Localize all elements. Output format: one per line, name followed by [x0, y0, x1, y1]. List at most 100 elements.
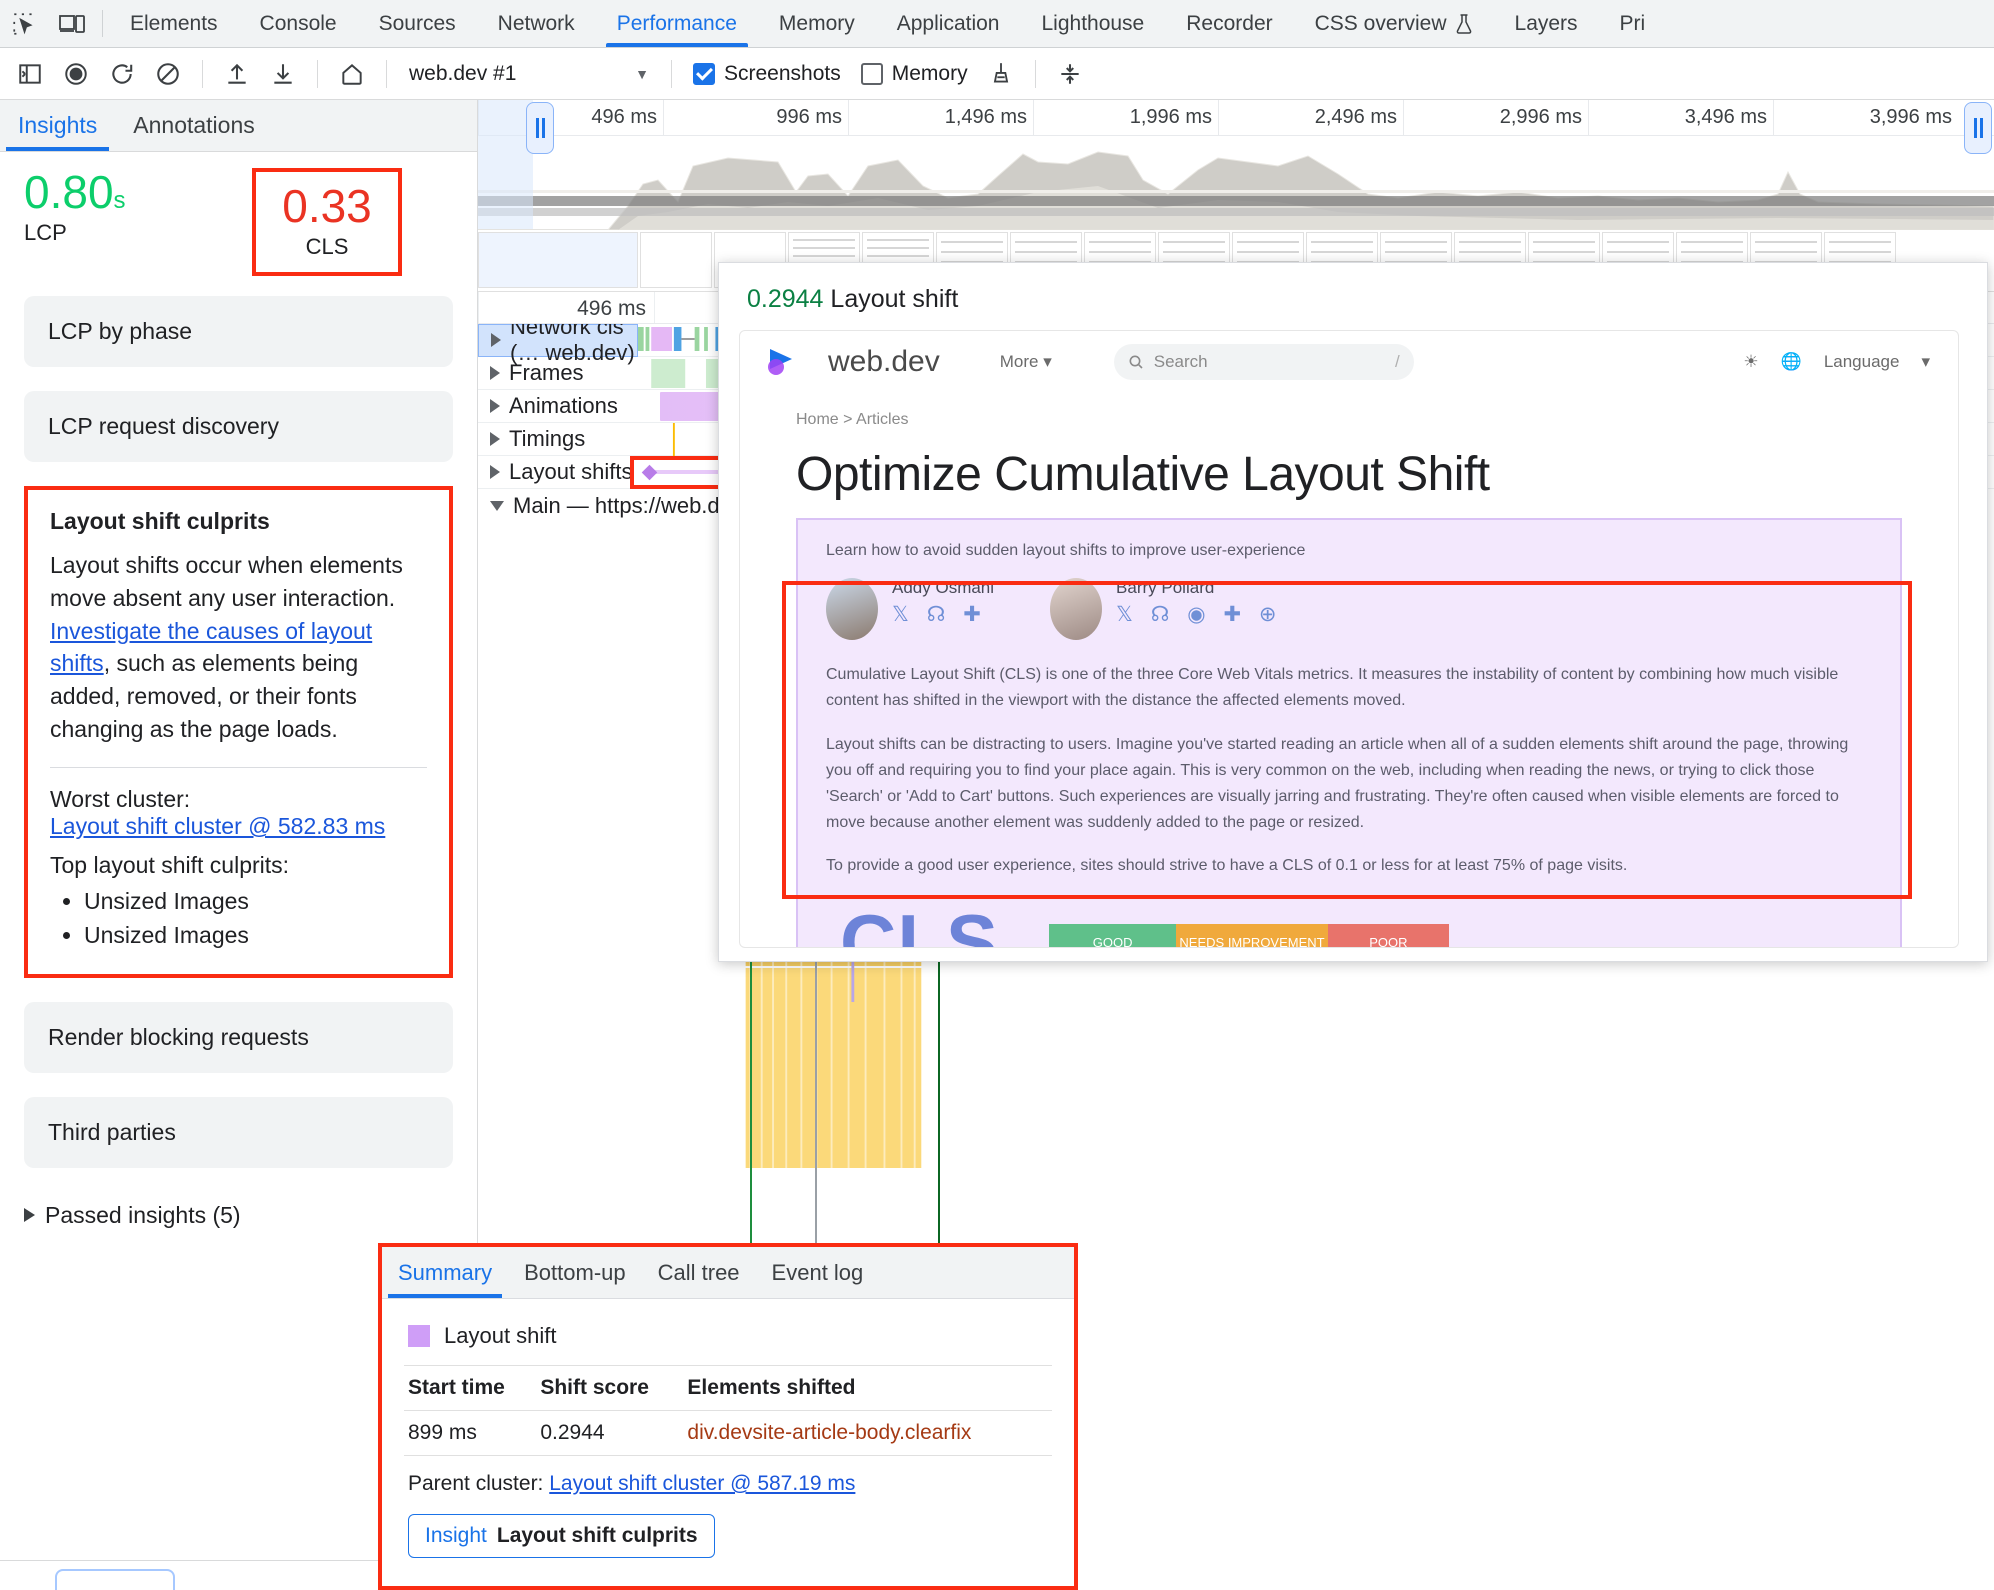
tab-elements[interactable]: Elements [130, 11, 218, 35]
overview-cpu-graph [478, 136, 1994, 231]
collapse-icon[interactable] [1048, 52, 1092, 96]
tab-application[interactable]: Application [896, 11, 1000, 35]
track-name-frames[interactable]: Frames [478, 360, 638, 386]
breadcrumb: Home > Articles [796, 411, 909, 428]
article-paragraph: Layout shifts can be distracting to user… [826, 735, 1849, 831]
screenshots-label: Screenshots [724, 61, 841, 85]
overview-dim-left [478, 100, 533, 229]
cls-band-poor: POOR [1327, 923, 1449, 947]
insight-lcp-request-discovery[interactable]: LCP request discovery [24, 391, 453, 463]
metric-lcp-value: 0.80s [24, 166, 126, 218]
chevron-right-icon[interactable] [490, 366, 500, 380]
session-name: web.dev #1 [409, 61, 517, 85]
cls-illustration: CLS GOOD NEEDS IMPROVEMENT POOR [826, 897, 1872, 947]
tab-recorder[interactable]: Recorder [1186, 11, 1273, 35]
investigate-causes-link[interactable]: Investigate the causes of layout shifts [50, 617, 373, 677]
tab-performance[interactable]: Performance [596, 0, 758, 47]
tooltip-title: Layout shift [830, 285, 959, 313]
track-name-timings[interactable]: Timings [478, 426, 638, 452]
clear-icon[interactable] [146, 52, 190, 96]
summary-tabs: Summary Bottom-up Call tree Event log [382, 1247, 1074, 1299]
track-name-animations[interactable]: Animations [478, 393, 638, 419]
passed-insights-toggle[interactable]: Passed insights (5) [24, 1202, 453, 1229]
overview-tick: 2,496 ms [1314, 106, 1397, 128]
filmstrip-frame[interactable] [478, 232, 638, 288]
insight-third-parties[interactable]: Third parties [24, 1096, 453, 1168]
chevron-right-icon[interactable] [490, 465, 500, 479]
tab-memory[interactable]: Memory [778, 11, 855, 35]
tab-privacy[interactable]: Pri [1619, 11, 1646, 35]
chevron-right-icon[interactable] [490, 399, 500, 413]
metric-cls-value: 0.33 [282, 180, 372, 232]
record-icon[interactable] [54, 52, 98, 96]
filmstrip-frame[interactable] [640, 232, 712, 288]
avatar [1050, 578, 1103, 640]
tab-sources[interactable]: Sources [378, 11, 456, 35]
tab-network[interactable]: Network [497, 11, 575, 35]
track-name-layout-shifts[interactable]: Layout shifts [478, 459, 638, 485]
chevron-right-icon[interactable] [490, 432, 500, 446]
sidebar-toggle-icon[interactable] [8, 52, 52, 96]
tab-layers[interactable]: Layers [1514, 11, 1578, 35]
home-icon[interactable] [330, 52, 374, 96]
metric-lcp[interactable]: 0.80s LCP [24, 168, 174, 276]
insight-description: Layout shifts occur when elements move a… [50, 552, 403, 742]
divider [50, 767, 427, 769]
globe-icon: 🌐 [1780, 352, 1802, 371]
track-label: Network cls (… web.dev) [510, 324, 635, 365]
metric-lcp-label: LCP [24, 220, 67, 246]
device-toolbar-icon[interactable] [48, 0, 96, 47]
chevron-down-icon: ▾ [1921, 352, 1930, 371]
page-search-box: Search / [1113, 344, 1414, 380]
cls-band-needs-improvement: NEEDS IMPROVEMENT [1176, 923, 1328, 947]
parent-cluster-link[interactable]: Layout shift cluster @ 587.19 ms [549, 1472, 856, 1495]
timeline-overview[interactable]: 496 ms 996 ms 1,496 ms 1,996 ms 2,496 ms… [478, 100, 1994, 231]
chevron-down-icon[interactable] [490, 500, 504, 511]
th-shift-score: Shift score [536, 1365, 684, 1411]
screenshots-checkbox[interactable]: Screenshots [684, 62, 850, 86]
tab-summary[interactable]: Summary [382, 1247, 508, 1298]
toolbar-divider [317, 59, 318, 88]
author: Addy Osmani 𝕏 ☊ ✚ [826, 578, 994, 640]
download-icon[interactable] [261, 52, 305, 96]
footer-pill[interactable] [55, 1569, 175, 1590]
overview-left-handle[interactable] [526, 102, 554, 154]
cell-start-time: 899 ms [404, 1410, 537, 1456]
sidebar-tab-annotations[interactable]: Annotations [133, 112, 255, 138]
cls-threshold-bar: GOOD NEEDS IMPROVEMENT POOR [1049, 923, 1449, 947]
overview-right-handle[interactable] [1964, 102, 1992, 154]
tab-call-tree[interactable]: Call tree [657, 1259, 740, 1285]
reload-and-record-icon[interactable] [100, 52, 144, 96]
memory-checkbox[interactable]: Memory [852, 62, 977, 86]
tab-bottom-up[interactable]: Bottom-up [524, 1259, 626, 1285]
overview-tick: 996 ms [776, 106, 842, 128]
page-body: Home > Articles Optimize Cumulative Layo… [740, 393, 1958, 947]
overview-tick: 1,996 ms [1129, 106, 1212, 128]
tab-console[interactable]: Console [259, 11, 337, 35]
chevron-down-icon: ▼ [635, 65, 649, 82]
sidebar-tab-insights[interactable]: Insights [0, 100, 115, 151]
tab-lighthouse[interactable]: Lighthouse [1041, 11, 1145, 35]
sidebar-tabs: Insights Annotations [0, 100, 477, 152]
tab-css-overview[interactable]: CSS overview [1294, 0, 1494, 47]
page-nav-right: ☀ 🌐 Language ▾ [1743, 352, 1930, 372]
cell-element-shifted[interactable]: div.devsite-article-body.clearfix [683, 1410, 1052, 1456]
summary-body: Layout shift Start time Shift score Elem… [382, 1299, 1074, 1574]
track-name-network[interactable]: Network cls (… web.dev) [478, 324, 638, 365]
session-select[interactable]: web.dev #1 ▼ [399, 62, 659, 86]
inspect-element-icon[interactable] [0, 0, 48, 47]
insight-layout-shift-culprits[interactable]: Layout shift culprits Layout shifts occu… [24, 486, 453, 978]
chevron-right-icon[interactable] [491, 333, 501, 347]
social-icons: 𝕏 ☊ ✚ [892, 603, 987, 626]
insight-jump-button[interactable]: Insight Layout shift culprits [408, 1514, 715, 1558]
metric-cls[interactable]: 0.33 CLS [252, 168, 402, 277]
upload-icon[interactable] [215, 52, 259, 96]
broom-icon[interactable] [979, 52, 1023, 96]
tooltip-header: 0.2944 Layout shift [747, 285, 1967, 314]
toolbar-divider [102, 10, 103, 37]
insight-render-blocking-requests[interactable]: Render blocking requests [24, 1001, 453, 1073]
tab-event-log[interactable]: Event log [771, 1259, 864, 1285]
insight-lcp-by-phase[interactable]: LCP by phase [24, 296, 453, 368]
worst-cluster-link[interactable]: Layout shift cluster @ 582.83 ms [50, 813, 386, 840]
flame-tick: 496 ms [577, 297, 646, 320]
